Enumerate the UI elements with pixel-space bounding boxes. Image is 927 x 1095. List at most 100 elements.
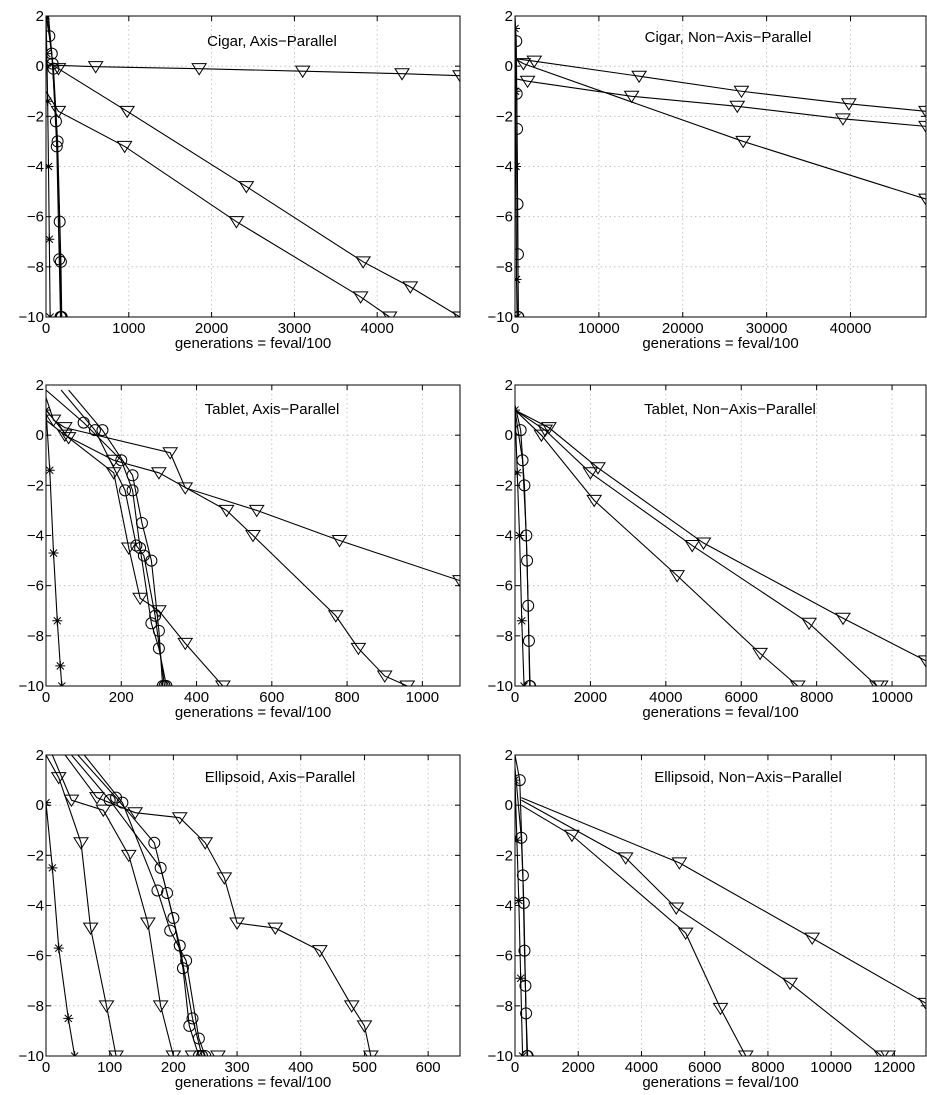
- series-2-marker: [801, 617, 818, 631]
- series-2-marker: [835, 113, 851, 126]
- chart-panel-3: 0 200 400 600 800 1000 −10 −8 −6 −4 −2 0 2 generation…: [19, 377, 461, 721]
- series-6-marker: [116, 796, 129, 809]
- series-2-marker: [918, 120, 926, 134]
- series-2-marker: [668, 902, 685, 915]
- y-tick-label: −2: [496, 847, 513, 864]
- y-tick-label: −10: [19, 309, 44, 326]
- x-tick-label: 10000: [810, 1059, 852, 1076]
- series-3-marker: [918, 193, 926, 207]
- series-1-marker: [89, 792, 105, 805]
- series-2-marker: [327, 610, 344, 623]
- series-line-5: [77, 755, 203, 1056]
- series-2-marker: [350, 642, 367, 656]
- y-tick-label: −6: [27, 948, 44, 965]
- series-6-marker: [126, 469, 139, 482]
- x-tick-label: 600: [259, 689, 284, 706]
- series-line-6: [68, 389, 164, 686]
- series-1-marker: [46, 414, 62, 428]
- y-tick-label: −2: [27, 108, 44, 125]
- chart-panel-6: 0 2000 4000 6000 8000 10000 12000 −10 −8 −6 −4 −2 0 2…: [488, 747, 927, 1091]
- y-tick-label: −2: [496, 108, 513, 125]
- y-tick-label: 0: [36, 58, 44, 75]
- series-3-marker: [533, 429, 550, 443]
- x-tick-label: 0: [42, 320, 50, 337]
- y-tick-label: −4: [27, 159, 44, 176]
- series-line-3: [515, 58, 926, 200]
- series-1-marker: [267, 922, 284, 936]
- series-5-marker: [515, 831, 528, 844]
- y-tick-label: −6: [496, 948, 513, 965]
- series-2-marker: [150, 467, 167, 480]
- series-line-1: [521, 797, 926, 1004]
- series-6-marker: [515, 973, 526, 984]
- y-tick-label: −6: [27, 578, 44, 595]
- y-tick-label: 2: [505, 747, 513, 764]
- y-tick-label: −2: [27, 847, 44, 864]
- series-6-marker: [515, 274, 522, 285]
- y-tick-label: −10: [488, 678, 513, 695]
- series-2-marker: [245, 530, 261, 543]
- series-5-marker: [119, 484, 132, 497]
- series-line-1: [515, 409, 926, 662]
- chart-panel-1: 0 1000 2000 3000 4000 −10 −8 −6 −4 −2 0 2 generation…: [19, 8, 461, 352]
- series-2-marker: [120, 849, 137, 863]
- series-1-marker: [162, 447, 179, 460]
- series-1-marker: [177, 482, 194, 495]
- series-6-marker: [151, 884, 164, 897]
- series-3-marker: [50, 772, 67, 785]
- series-5-marker: [130, 539, 143, 552]
- y-tick-label: −4: [496, 528, 513, 545]
- series-6-marker: [180, 954, 193, 967]
- series-1-marker: [840, 98, 857, 111]
- series-4-marker: [51, 135, 64, 148]
- x-tick-label: 10000: [578, 320, 620, 337]
- series-3-marker: [381, 311, 398, 317]
- series-1-marker: [171, 812, 188, 825]
- series-4-marker: [167, 912, 180, 925]
- series-2-marker: [376, 670, 393, 683]
- series-line-3: [46, 90, 390, 317]
- series-1-marker: [311, 945, 328, 958]
- series-2-marker: [218, 504, 235, 518]
- series-2-marker: [152, 1000, 169, 1013]
- series-1-marker: [248, 504, 265, 518]
- y-tick-label: −2: [27, 477, 44, 494]
- series-line-5: [515, 410, 531, 686]
- series-3-marker: [752, 647, 769, 661]
- y-tick-label: −4: [496, 898, 513, 915]
- series-3-marker: [228, 216, 245, 229]
- series-line-1: [46, 64, 460, 77]
- series-1-marker: [671, 857, 688, 870]
- y-tick-label: −8: [27, 259, 44, 276]
- series-6-marker: [199, 1050, 212, 1056]
- series-2-marker: [880, 1050, 896, 1056]
- x-tick-label: 100: [97, 1059, 122, 1076]
- series-3-marker: [563, 829, 580, 843]
- series-5-marker: [88, 424, 101, 437]
- series-line-2: [46, 419, 408, 686]
- series-7-marker: [63, 1013, 74, 1024]
- series-group: [515, 404, 926, 686]
- x-tick-label: 6000: [688, 1059, 721, 1076]
- y-tick-label: 2: [36, 8, 44, 25]
- y-tick-label: −6: [496, 209, 513, 226]
- x-axis-label: generations = feval/100: [175, 335, 331, 352]
- series-1-marker: [733, 85, 750, 99]
- y-tick-label: −8: [496, 998, 513, 1015]
- series-group: [46, 755, 379, 1056]
- series-4-marker: [134, 542, 147, 555]
- x-tick-label: 300: [225, 1059, 250, 1076]
- series-5-marker: [196, 1050, 209, 1056]
- series-2-marker: [355, 256, 372, 269]
- series-line-2: [51, 755, 218, 1056]
- series-1-marker: [216, 872, 233, 885]
- series-line-6: [47, 16, 62, 317]
- y-tick-label: −4: [27, 528, 44, 545]
- series-1-marker: [526, 55, 543, 69]
- series-1-marker: [452, 70, 460, 83]
- series-2-marker: [782, 977, 798, 991]
- series-3-marker: [735, 135, 752, 149]
- panel-title: Cigar, Non−Axis−Parallel: [645, 29, 812, 46]
- series-1-marker: [695, 537, 712, 550]
